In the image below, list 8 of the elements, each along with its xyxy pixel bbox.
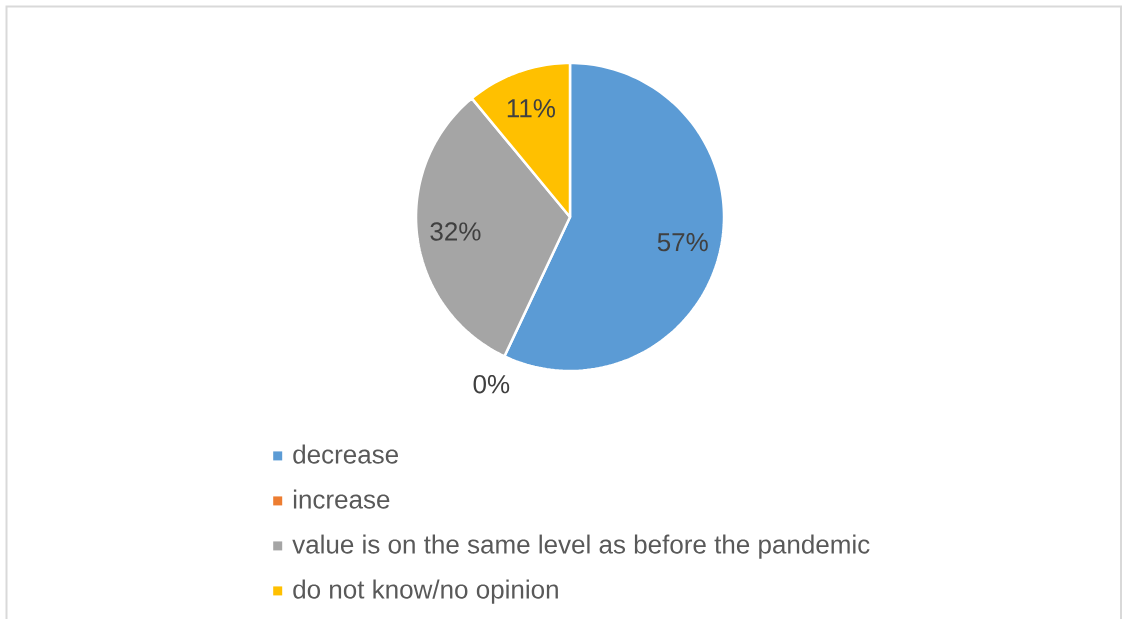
legend-label: value is on the same level as before the pandemic: [292, 534, 870, 559]
data-label: 32%: [430, 222, 481, 241]
legend-label: do not know/no opinion: [293, 579, 558, 604]
legend-label: decrease: [293, 444, 398, 464]
data-label: 57%: [657, 233, 708, 252]
text: 0%: [473, 375, 510, 394]
data-label: 11%: [507, 99, 555, 118]
legend-label: increase: [293, 489, 390, 509]
